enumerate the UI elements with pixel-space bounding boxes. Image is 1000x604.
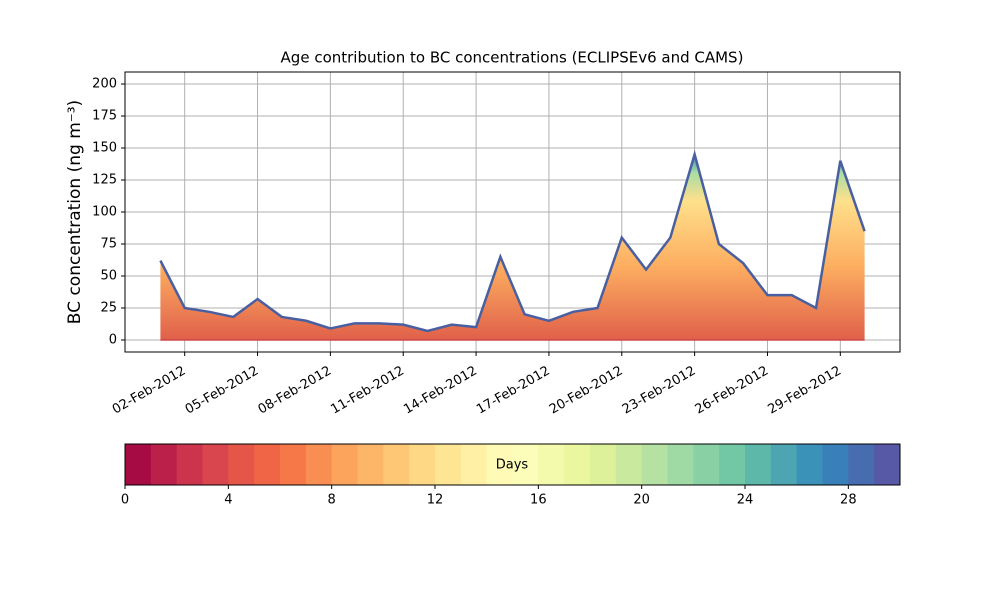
colorbar-bin (150, 444, 178, 485)
y-tick-label: 25 (100, 300, 117, 315)
x-tick-label: 11-Feb-2012 (328, 364, 407, 418)
y-tick-label: 50 (100, 268, 117, 283)
colorbar-bin (822, 444, 849, 485)
colorbar-bin (280, 444, 307, 485)
chart-title: Age contribution to BC concentrations (E… (281, 49, 744, 67)
colorbar-bin (667, 444, 694, 485)
colorbar-bin (564, 444, 591, 485)
y-tick-label: 75 (100, 236, 117, 251)
area-top-line (159, 149, 866, 333)
colorbar-bin (796, 444, 823, 485)
area (160, 154, 865, 340)
colorbar-tick-label: 16 (530, 493, 547, 508)
colorbar-bin (435, 444, 462, 485)
colorbar-bin (693, 444, 720, 485)
y-tick-label: 175 (92, 109, 117, 124)
colorbar-bin (745, 444, 772, 485)
colorbar-label: Days (496, 458, 529, 473)
colorbar-bin (848, 444, 875, 485)
x-tick-label: 29-Feb-2012 (766, 364, 845, 418)
y-tick-label: 0 (109, 332, 117, 347)
colorbar-bin (202, 444, 229, 485)
y-axis-label: BC concentration (ng m⁻³) (65, 100, 85, 324)
colorbar-bin (254, 444, 281, 485)
colorbar-tick-label: 0 (121, 493, 129, 508)
colorbar-bin (460, 444, 488, 485)
x-tick-label: 08-Feb-2012 (256, 364, 335, 418)
x-tick-label: 17-Feb-2012 (474, 364, 553, 418)
x-tick-label: 05-Feb-2012 (183, 364, 262, 418)
y-tick-label: 100 (92, 205, 117, 220)
colorbar-bin (719, 444, 746, 485)
colorbar-tick-label: 8 (328, 493, 336, 508)
plot-frame (124, 71, 901, 353)
colorbar-bin (383, 444, 410, 485)
colorbar-bin (305, 444, 333, 485)
x-tick-label: 02-Feb-2012 (110, 364, 189, 418)
colorbar-frame (124, 443, 901, 486)
y-tick-label: 200 (92, 77, 117, 92)
colorbar-bin (615, 444, 643, 485)
colorbar-bin (176, 444, 203, 485)
colorbar-tick-label: 20 (633, 493, 650, 508)
colorbar-bin (590, 444, 617, 485)
colorbar-tick-label: 12 (427, 493, 444, 508)
colorbar-bin (641, 444, 668, 485)
colorbar-bin (486, 444, 513, 485)
x-tick-label: 26-Feb-2012 (693, 364, 772, 418)
colorbar-bin (874, 444, 901, 485)
x-tick-label: 20-Feb-2012 (547, 364, 626, 418)
colorbar-tick-label: 4 (224, 493, 232, 508)
colorbar-tick-label: 28 (840, 493, 857, 508)
y-tick-label: 150 (92, 141, 117, 156)
x-tick-label: 23-Feb-2012 (620, 364, 699, 418)
colorbar-bin (770, 444, 798, 485)
colorbar-bin (538, 444, 565, 485)
colorbar-bin (331, 444, 358, 485)
y-tick-label: 125 (92, 173, 117, 188)
colorbar-bin (228, 444, 255, 485)
x-tick-label: 14-Feb-2012 (401, 364, 480, 418)
colorbar-bin (357, 444, 384, 485)
colorbar-tick-label: 24 (737, 493, 754, 508)
colorbar-bin (512, 444, 539, 485)
colorbar-bin (409, 444, 436, 485)
colorbar-bin (125, 444, 152, 485)
